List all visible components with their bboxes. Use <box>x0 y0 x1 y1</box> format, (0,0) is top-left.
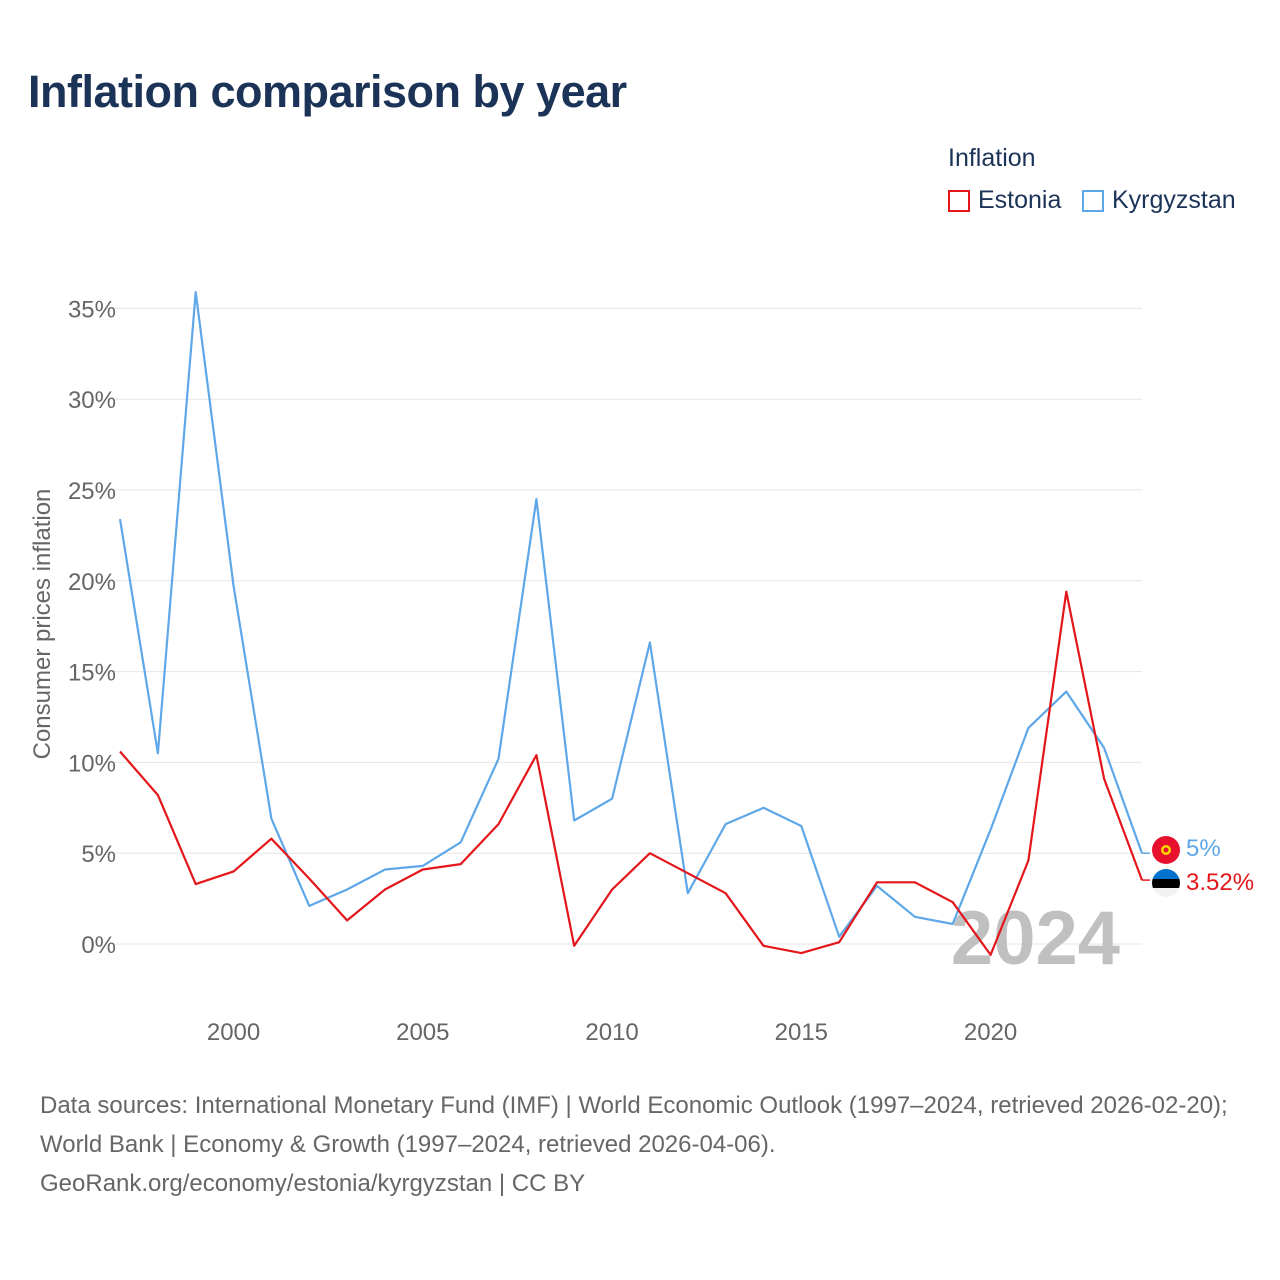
estonia-end-label: 3.52% <box>1186 869 1254 896</box>
legend-label-estonia: Estonia <box>978 186 1062 214</box>
y-tick-label: 0% <box>81 932 116 959</box>
y-tick-label: 10% <box>68 750 116 777</box>
series-lines <box>118 291 1150 957</box>
series-line-estonia[interactable] <box>119 590 1144 957</box>
chart-title: Inflation comparison by year <box>28 66 627 117</box>
y-tick-label: 20% <box>68 569 116 596</box>
x-tick-label: 2015 <box>775 1019 828 1046</box>
kyrgyzstan-end-label: 5% <box>1186 835 1221 862</box>
estonia-flag-icon <box>1152 869 1180 897</box>
legend-swatch-estonia <box>948 189 970 212</box>
y-tick-label: 35% <box>68 296 116 323</box>
data-sources: Data sources: International Monetary Fun… <box>40 1092 1228 1158</box>
legend-swatch-kyrgyzstan <box>1082 189 1104 212</box>
line-chart: 0%5%10%15%20%25%30%35% 2000 2005 2010 2015 2… <box>29 291 1254 1046</box>
x-axis-ticks: 2000 2005 2010 2015 2020 <box>207 1019 1017 1046</box>
legend-title: Inflation <box>948 144 1036 172</box>
y-tick-label: 25% <box>68 478 116 505</box>
y-tick-label: 30% <box>68 387 116 414</box>
legend-item-kyrgyzstan[interactable]: Kyrgyzstan <box>1082 186 1236 215</box>
y-axis-label: Consumer prices inflation <box>29 489 56 760</box>
x-tick-label: 2000 <box>207 1019 260 1046</box>
y-axis-ticks: 0% 5% 10% 15% 20% 25% 30% 35% <box>68 296 116 959</box>
credit-link[interactable]: GeoRank.org/economy/estonia/kyrgyzstan |… <box>40 1170 586 1197</box>
y-tick-label: 5% <box>81 841 116 868</box>
grid-lines <box>112 307 1142 945</box>
x-tick-label: 2020 <box>964 1019 1017 1046</box>
legend-item-estonia[interactable]: Estonia <box>948 186 1061 215</box>
legend-label-kyrgyzstan: Kyrgyzstan <box>1112 186 1236 214</box>
x-tick-label: 2005 <box>396 1019 449 1046</box>
year-annotation: 2024 <box>951 896 1120 981</box>
series-line-kyrgyzstan[interactable] <box>118 291 1144 938</box>
kyrgyzstan-flag-icon <box>1152 836 1180 864</box>
y-tick-label: 15% <box>68 660 116 687</box>
end-markers: 5% 3.52% <box>1152 835 1254 897</box>
x-tick-label: 2010 <box>585 1019 638 1046</box>
footer: Data sources: International Monetary Fun… <box>40 1086 1250 1203</box>
